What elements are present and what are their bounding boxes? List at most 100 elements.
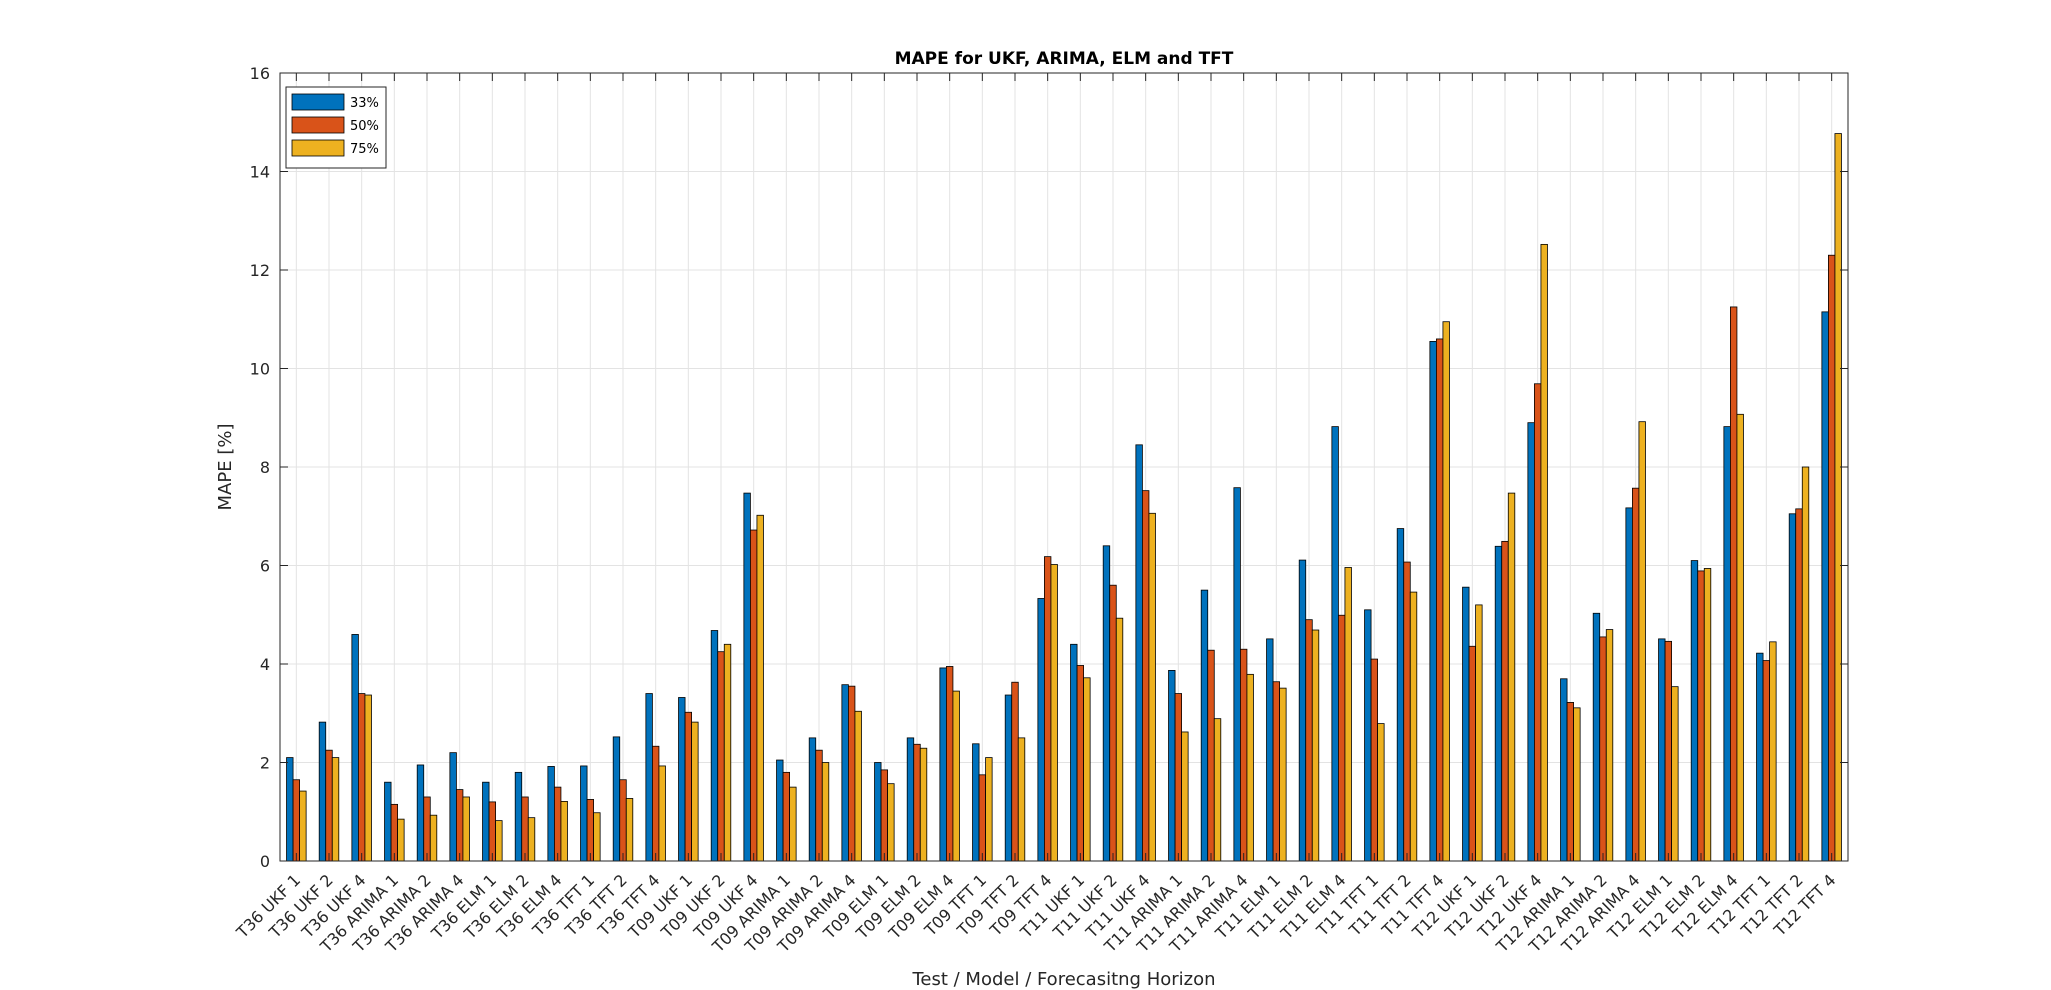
legend-label-3: 75% (350, 142, 379, 157)
bar-1 (1788, 513, 1797, 862)
bar-1 (1592, 612, 1601, 862)
bar-2 (1109, 584, 1117, 862)
bar-3 (1246, 673, 1254, 862)
bar-1 (1200, 589, 1209, 862)
bar-1 (547, 766, 555, 862)
y-tick-label: 0 (260, 852, 270, 871)
bar-3 (560, 801, 568, 862)
bar-2 (750, 529, 758, 862)
bar-3 (1638, 421, 1646, 862)
bar-3 (462, 796, 470, 862)
y-tick-label: 16 (250, 64, 270, 83)
bar-2 (1436, 338, 1444, 862)
bar-2 (1207, 649, 1215, 862)
legend-label-1: 33% (350, 96, 379, 111)
bar-1 (906, 737, 915, 862)
bar-2 (488, 801, 497, 862)
bar-2 (1468, 645, 1476, 862)
bar-3 (1834, 133, 1842, 862)
legend-swatch-3 (291, 139, 345, 157)
y-axis: 0 2 4 6 8 10 12 14 16 (250, 64, 1848, 871)
bar-3 (821, 762, 830, 862)
bar-3 (1409, 591, 1418, 862)
bar-1 (286, 757, 294, 862)
bar-1 (1756, 652, 1764, 862)
y-tick-label: 6 (260, 557, 270, 576)
bar-1 (482, 781, 490, 862)
bar-1 (1494, 545, 1503, 862)
bar-2 (1370, 658, 1378, 862)
bar-2 (1664, 640, 1672, 862)
bar-3 (1083, 677, 1091, 862)
bar-3 (625, 798, 634, 862)
bar-1 (1331, 426, 1339, 862)
bar-2 (1338, 614, 1346, 862)
bar-3 (789, 786, 797, 862)
bar-2 (880, 769, 888, 862)
bar-1 (1821, 311, 1829, 862)
bar-3 (1801, 466, 1810, 862)
bar-1 (874, 762, 882, 862)
bar-2 (586, 799, 594, 862)
bar-1 (645, 693, 653, 862)
legend-swatch-2 (291, 116, 345, 134)
bar-3 (527, 817, 536, 862)
bar-3 (1540, 243, 1548, 862)
bar-3 (723, 643, 732, 862)
bar-2 (423, 796, 431, 862)
bar-2 (978, 774, 986, 862)
bar-3 (1279, 687, 1287, 862)
bar-2 (1795, 508, 1803, 862)
bar-2 (1697, 570, 1705, 862)
bar-1 (1298, 559, 1307, 862)
bar-2 (782, 771, 790, 862)
bar-3 (1769, 641, 1777, 862)
bar-2 (554, 786, 562, 862)
bar-1 (939, 667, 947, 862)
bar-1 (1625, 507, 1633, 862)
bar-2 (390, 803, 399, 862)
bar-3 (429, 814, 438, 862)
bar-1 (1658, 638, 1666, 862)
bar-3 (1736, 413, 1744, 862)
y-tick-label: 4 (260, 655, 270, 674)
bar-3 (919, 747, 928, 862)
bar-2 (1730, 306, 1738, 862)
bar-2 (1011, 681, 1019, 862)
bar-2 (652, 745, 660, 862)
bar-3 (1671, 686, 1679, 862)
bar-1 (1102, 545, 1111, 862)
bar-1 (1266, 638, 1274, 862)
bar-1 (449, 752, 457, 862)
bar-3 (756, 514, 764, 862)
bar-3 (364, 694, 372, 862)
bar-1 (841, 684, 849, 862)
bar-3 (1017, 737, 1026, 862)
bar-2 (946, 666, 954, 862)
bar-1 (1690, 560, 1699, 862)
bar-2 (1240, 648, 1248, 862)
bar-2 (1076, 665, 1084, 862)
bar-1 (1135, 444, 1143, 862)
bar-1 (1004, 694, 1013, 862)
bar-2 (521, 796, 529, 862)
bar-3 (1605, 629, 1614, 862)
bar-2 (684, 711, 692, 862)
bar-3 (985, 757, 993, 862)
bar-3 (1344, 567, 1352, 862)
bar-3 (1377, 723, 1385, 862)
y-tick-label: 8 (260, 458, 270, 477)
bar-3 (854, 710, 862, 862)
bar-1 (1233, 487, 1241, 862)
bar-3 (658, 765, 666, 862)
bar-3 (331, 757, 340, 862)
bar-1 (1364, 609, 1372, 862)
bar-1 (1070, 643, 1078, 862)
bar-3 (1148, 512, 1156, 862)
legend: 33% 50% 75% (285, 86, 387, 169)
bar-3 (887, 783, 895, 862)
legend-label-2: 50% (350, 119, 379, 134)
legend-swatch-1 (291, 93, 345, 111)
bar-3 (1703, 568, 1712, 862)
